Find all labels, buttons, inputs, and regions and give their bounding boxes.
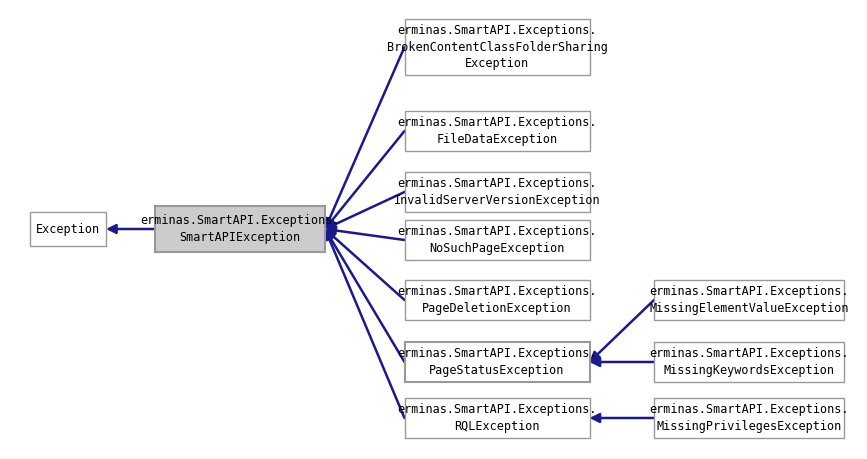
Text: erminas.SmartAPI.Exceptions.
FileDataException: erminas.SmartAPI.Exceptions. FileDataExc… (397, 116, 596, 146)
Text: erminas.SmartAPI.Exceptions.
NoSuchPageException: erminas.SmartAPI.Exceptions. NoSuchPageE… (397, 225, 596, 255)
FancyBboxPatch shape (405, 19, 590, 75)
Text: erminas.SmartAPI.Exceptions.
PageStatusException: erminas.SmartAPI.Exceptions. PageStatusE… (397, 347, 596, 377)
FancyBboxPatch shape (405, 172, 590, 212)
FancyBboxPatch shape (405, 111, 590, 151)
Text: erminas.SmartAPI.Exceptions.
SmartAPIException: erminas.SmartAPI.Exceptions. SmartAPIExc… (140, 214, 340, 244)
Text: erminas.SmartAPI.Exceptions.
MissingPrivilegesException: erminas.SmartAPI.Exceptions. MissingPriv… (649, 403, 849, 433)
FancyBboxPatch shape (405, 342, 590, 382)
FancyBboxPatch shape (155, 206, 325, 252)
FancyBboxPatch shape (405, 280, 590, 320)
Text: erminas.SmartAPI.Exceptions.
MissingElementValueException: erminas.SmartAPI.Exceptions. MissingElem… (649, 285, 849, 315)
Text: erminas.SmartAPI.Exceptions.
RQLException: erminas.SmartAPI.Exceptions. RQLExceptio… (397, 403, 596, 433)
FancyBboxPatch shape (654, 398, 844, 438)
Text: erminas.SmartAPI.Exceptions.
PageDeletionException: erminas.SmartAPI.Exceptions. PageDeletio… (397, 285, 596, 315)
FancyBboxPatch shape (654, 280, 844, 320)
Text: Exception: Exception (36, 223, 100, 235)
FancyBboxPatch shape (405, 398, 590, 438)
Text: erminas.SmartAPI.Exceptions.
MissingKeywordsException: erminas.SmartAPI.Exceptions. MissingKeyw… (649, 347, 849, 377)
Text: erminas.SmartAPI.Exceptions.
InvalidServerVersionException: erminas.SmartAPI.Exceptions. InvalidServ… (394, 177, 600, 207)
FancyBboxPatch shape (654, 342, 844, 382)
FancyBboxPatch shape (405, 220, 590, 260)
Text: erminas.SmartAPI.Exceptions.
BrokenContentClassFolderSharing
Exception: erminas.SmartAPI.Exceptions. BrokenConte… (387, 24, 608, 70)
FancyBboxPatch shape (30, 212, 106, 246)
